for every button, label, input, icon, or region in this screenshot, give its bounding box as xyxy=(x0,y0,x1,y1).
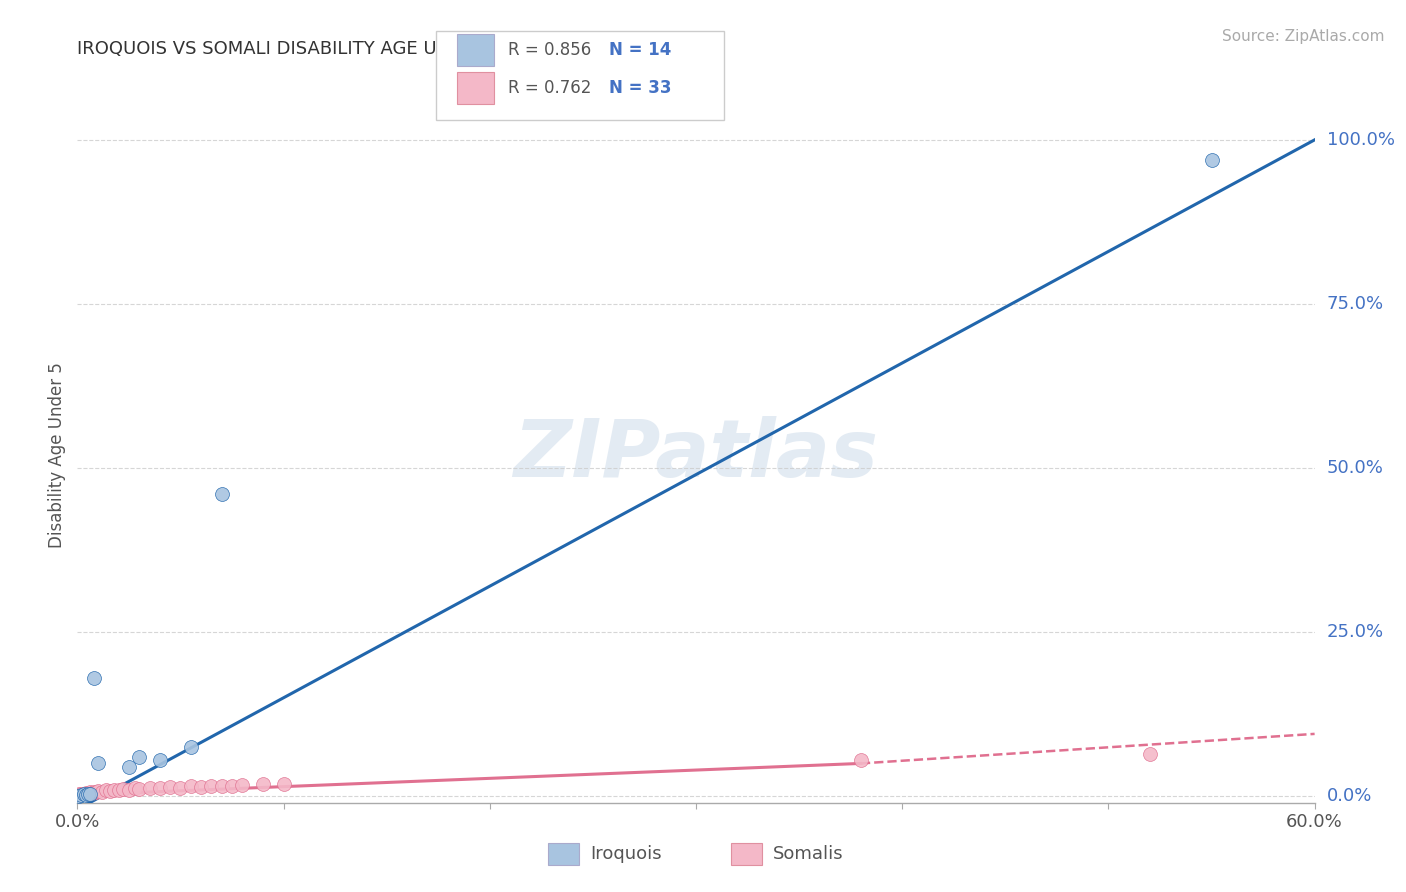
Point xyxy=(149,781,172,796)
Point xyxy=(107,783,129,797)
Point xyxy=(96,783,118,797)
Text: Somalis: Somalis xyxy=(773,845,844,863)
Point xyxy=(98,784,121,798)
Point xyxy=(128,782,150,797)
Point xyxy=(70,787,93,801)
Point xyxy=(87,784,110,798)
Point xyxy=(190,780,212,794)
Point xyxy=(111,782,134,797)
Point xyxy=(180,780,202,794)
Point xyxy=(128,749,150,764)
Point xyxy=(80,786,103,800)
Point xyxy=(849,753,872,767)
Text: R = 0.762: R = 0.762 xyxy=(508,78,591,97)
Point xyxy=(76,787,98,801)
Point xyxy=(180,739,202,754)
Point xyxy=(159,780,181,794)
Text: 50.0%: 50.0% xyxy=(1327,459,1384,477)
Point xyxy=(75,788,97,802)
Point xyxy=(67,787,90,801)
Point xyxy=(76,787,98,801)
Point xyxy=(84,785,107,799)
Point xyxy=(70,788,93,802)
Point xyxy=(72,787,94,801)
Point xyxy=(67,789,90,803)
Text: N = 14: N = 14 xyxy=(609,41,671,59)
Point xyxy=(221,780,243,794)
Text: 100.0%: 100.0% xyxy=(1327,131,1395,149)
Point xyxy=(273,777,295,791)
Text: N = 33: N = 33 xyxy=(609,78,671,97)
Text: 0.0%: 0.0% xyxy=(1327,788,1372,805)
Point xyxy=(75,786,97,800)
Point xyxy=(124,781,146,796)
Text: Source: ZipAtlas.com: Source: ZipAtlas.com xyxy=(1222,29,1385,44)
Point xyxy=(87,756,110,771)
Point xyxy=(72,787,94,801)
Point xyxy=(169,780,191,795)
Text: 25.0%: 25.0% xyxy=(1327,624,1384,641)
Text: IROQUOIS VS SOMALI DISABILITY AGE UNDER 5 CORRELATION CHART: IROQUOIS VS SOMALI DISABILITY AGE UNDER … xyxy=(77,40,706,58)
Point xyxy=(211,779,233,793)
Point xyxy=(1139,747,1161,761)
Point xyxy=(149,753,172,767)
Point xyxy=(103,782,125,797)
Point xyxy=(118,782,141,797)
Point xyxy=(252,777,274,791)
Point xyxy=(79,787,101,801)
Point xyxy=(91,784,114,798)
Text: 75.0%: 75.0% xyxy=(1327,295,1384,313)
Y-axis label: Disability Age Under 5: Disability Age Under 5 xyxy=(48,362,66,548)
Point xyxy=(1201,153,1223,167)
Point xyxy=(79,785,101,799)
Point xyxy=(83,784,105,798)
Point xyxy=(211,487,233,501)
Point xyxy=(83,671,105,685)
Point xyxy=(231,778,253,792)
Point xyxy=(118,760,141,774)
Text: Iroquois: Iroquois xyxy=(591,845,662,863)
Text: ZIPatlas: ZIPatlas xyxy=(513,416,879,494)
Point xyxy=(138,780,160,795)
Point xyxy=(200,780,222,794)
Text: R = 0.856: R = 0.856 xyxy=(508,41,591,59)
